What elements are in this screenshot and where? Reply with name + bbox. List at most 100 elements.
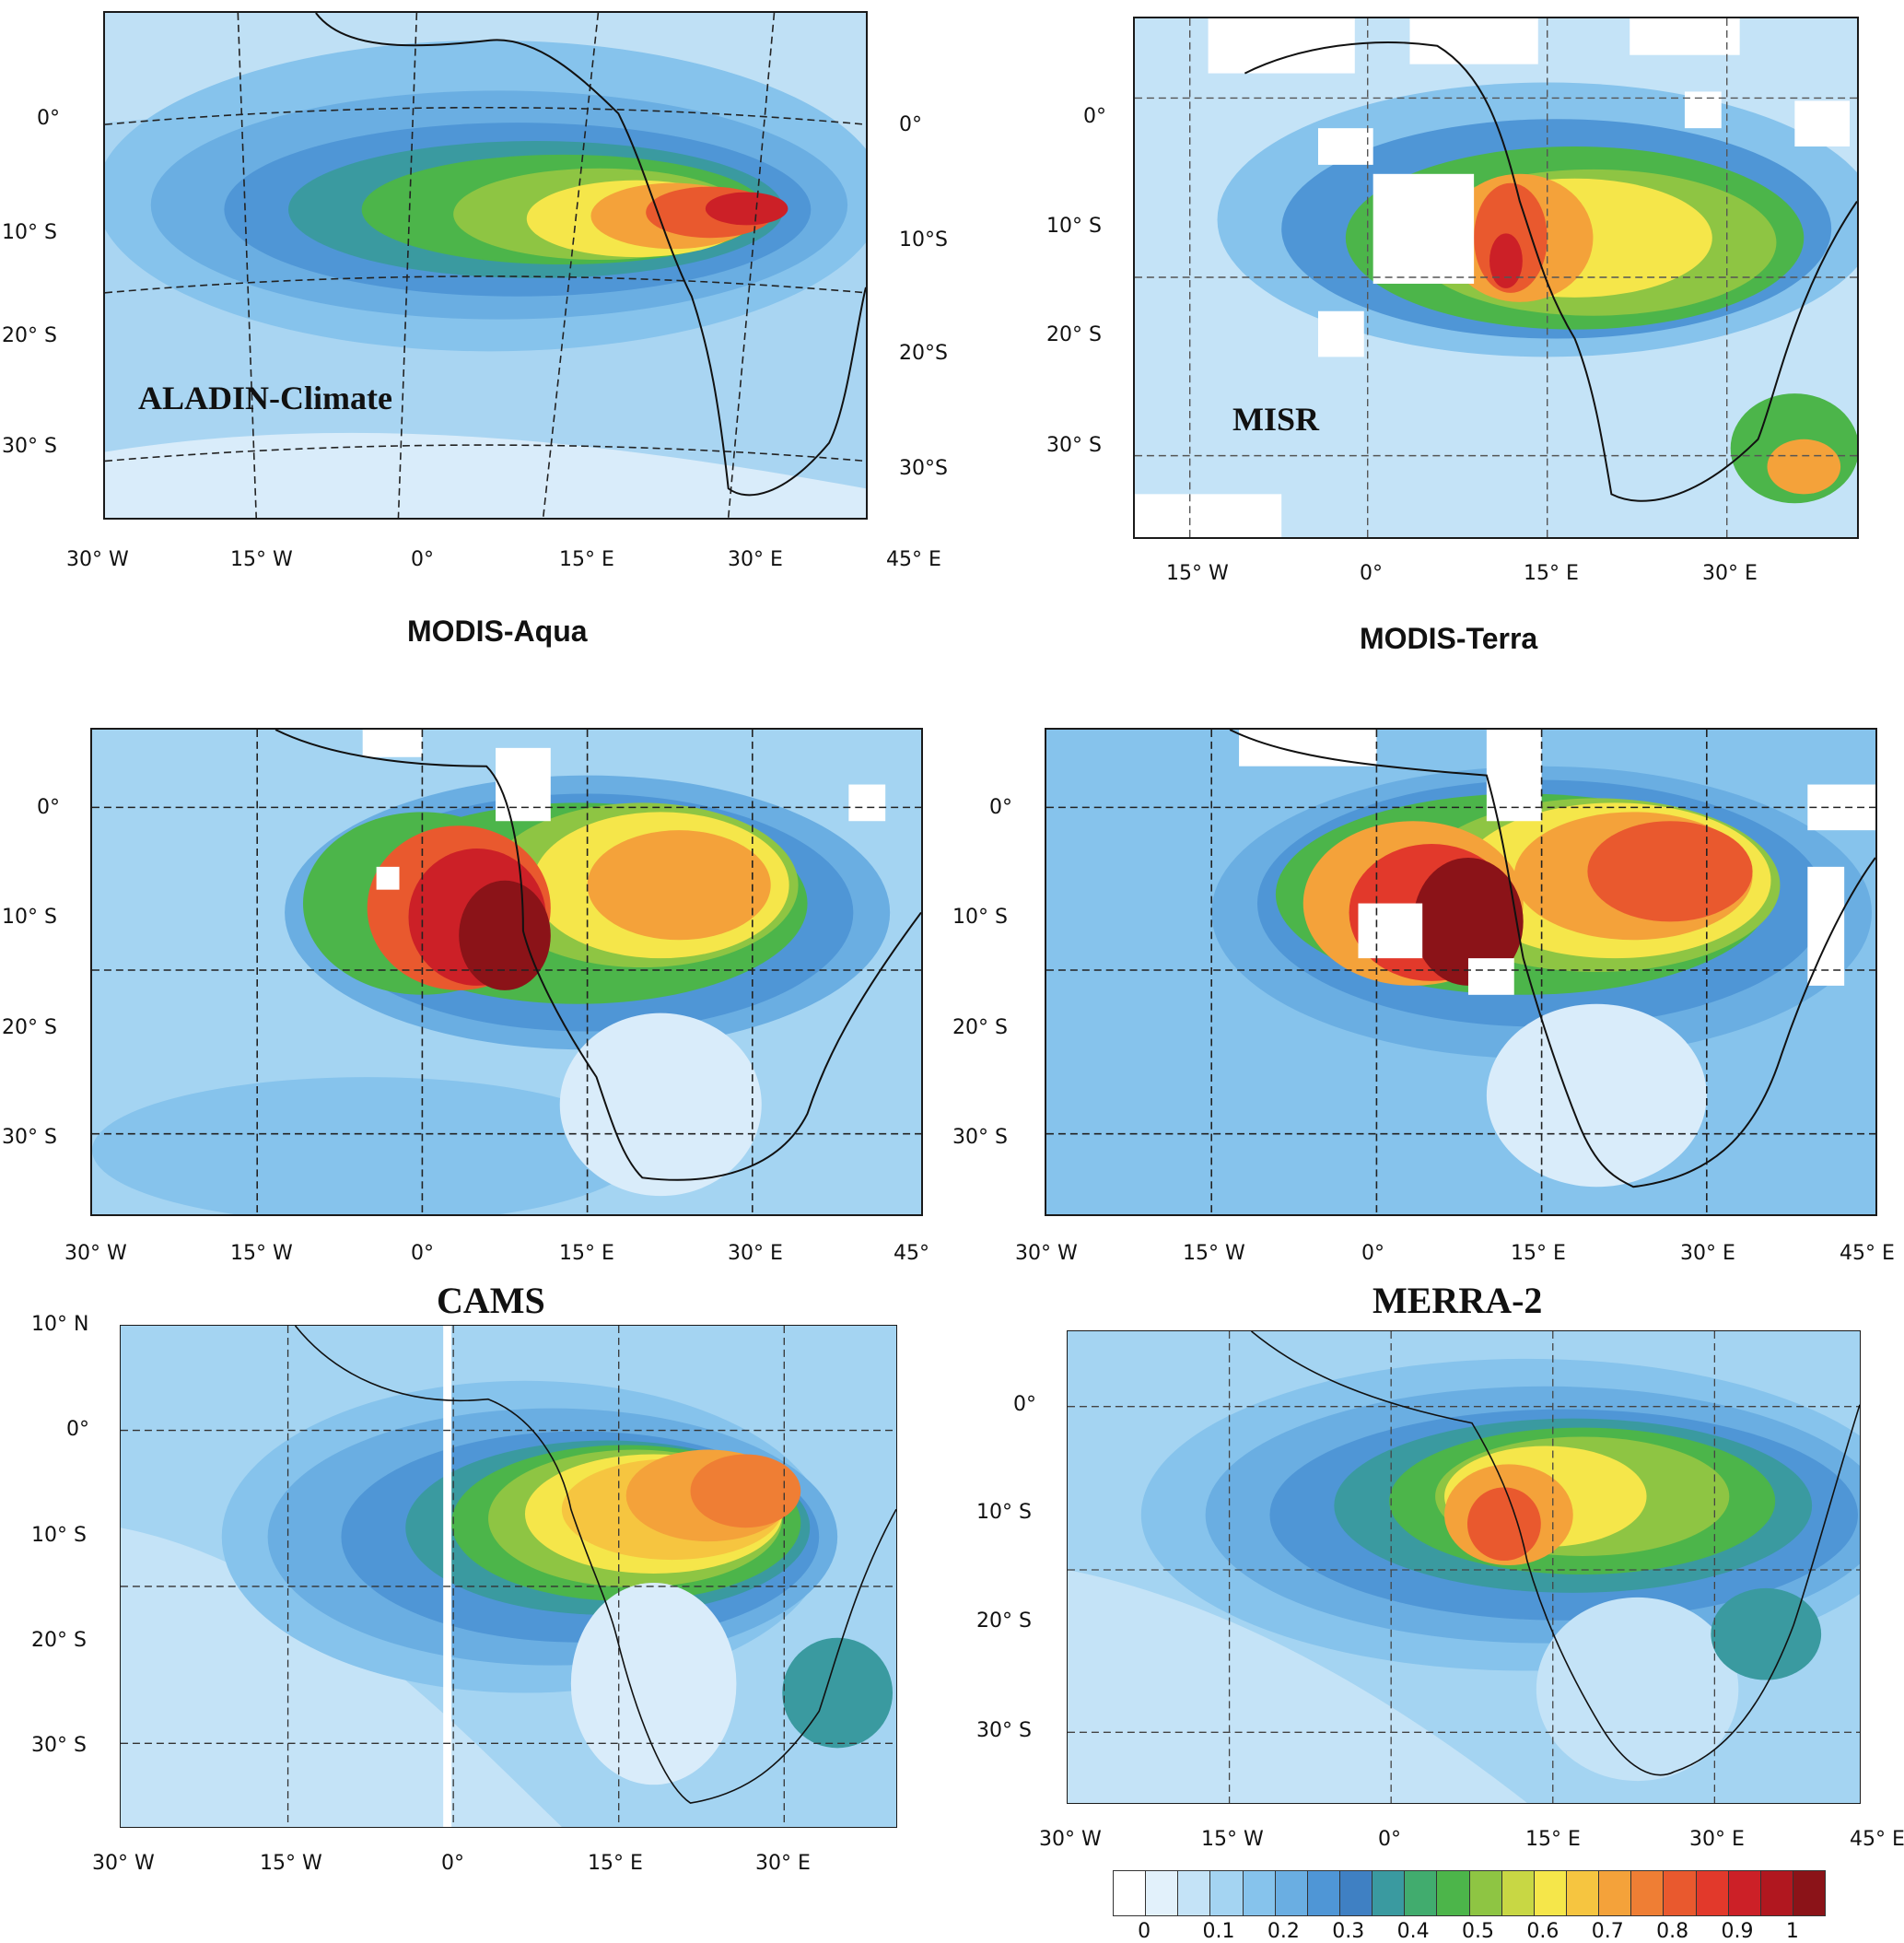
colorbar-tick-label: 0.4 xyxy=(1396,1920,1430,1943)
map-modis-aqua xyxy=(90,728,923,1216)
colorbar-cell xyxy=(1793,1871,1826,1915)
y-label-left: 20° S xyxy=(1046,323,1102,346)
x-label: 30° E xyxy=(1689,1828,1745,1851)
aod-field-cams xyxy=(121,1326,896,1827)
x-label: 30° W xyxy=(66,548,129,571)
graticule xyxy=(105,13,866,518)
y-label-left: 10° S xyxy=(31,1524,87,1547)
colorbar-cell xyxy=(1373,1871,1406,1915)
coastline xyxy=(1229,730,1875,1188)
graticule xyxy=(1068,1331,1860,1803)
missing-data xyxy=(443,1326,452,1827)
y-label-left: 30° S xyxy=(2,1126,57,1149)
x-label: 30° W xyxy=(1015,1242,1078,1265)
aod-field-misr xyxy=(1135,18,1857,537)
x-label: 30° E xyxy=(1702,562,1758,585)
x-label: 30° W xyxy=(1039,1828,1102,1851)
colorbar-tick-label: 0.1 xyxy=(1202,1920,1235,1943)
x-label: 15° W xyxy=(1183,1242,1245,1265)
colorbar-tick-label: 0.8 xyxy=(1656,1920,1689,1943)
colorbar-cell xyxy=(1566,1871,1600,1915)
y-label-left: 30° S xyxy=(31,1734,87,1757)
label-misr: MISR xyxy=(1232,401,1320,438)
x-label: 30° E xyxy=(728,548,783,571)
y-label-left: 0° xyxy=(37,796,60,819)
colorbar-tick-label: 0.9 xyxy=(1721,1920,1754,1943)
x-label: 0° xyxy=(441,1852,464,1875)
x-label: 0° xyxy=(1361,1242,1384,1265)
colorbar-cell xyxy=(1760,1871,1793,1915)
missing-data xyxy=(362,730,886,890)
x-label: 0° xyxy=(411,548,434,571)
colorbar-tick-label: 0.3 xyxy=(1332,1920,1365,1943)
coastline xyxy=(275,730,921,1181)
map-aladin-climate xyxy=(103,11,868,520)
y-label-left: 30° S xyxy=(1046,434,1102,457)
y-label-left: 30° S xyxy=(976,1719,1032,1742)
missing-data xyxy=(1135,18,1851,537)
missing-data xyxy=(1239,730,1875,995)
colorbar-cell xyxy=(1210,1871,1244,1915)
colorbar-cell xyxy=(1501,1871,1535,1915)
label-aladin-climate: ALADIN-Climate xyxy=(138,380,392,416)
colorbar-cell xyxy=(1339,1871,1373,1915)
colorbar-cell xyxy=(1437,1871,1470,1915)
x-label: 15° E xyxy=(1511,1242,1566,1265)
y-label-left: 20° S xyxy=(976,1609,1032,1633)
panel-title: CAMS xyxy=(437,1280,545,1321)
x-label: 30° E xyxy=(1680,1242,1735,1265)
aod-field-aladin xyxy=(105,13,866,518)
x-label: 45° E xyxy=(886,548,941,571)
colorbar-cell xyxy=(1275,1871,1308,1915)
y-label-left: 20° S xyxy=(2,1016,57,1039)
colorbar-cell xyxy=(1664,1871,1697,1915)
graticule xyxy=(1046,730,1875,1214)
y-label-left: 10° S xyxy=(1046,215,1102,238)
x-label: 15° E xyxy=(559,1242,614,1265)
x-label: 30° E xyxy=(728,1242,783,1265)
x-label: 45° xyxy=(894,1242,929,1265)
panel-title: MERRA-2 xyxy=(1373,1280,1543,1321)
colorbar-cell xyxy=(1469,1871,1502,1915)
x-label: 15° E xyxy=(588,1852,643,1875)
y-label-left: 10° S xyxy=(976,1501,1032,1524)
x-label: 45° E xyxy=(1850,1828,1904,1851)
colorbar-cell xyxy=(1631,1871,1665,1915)
colorbar-tick-label: 0.2 xyxy=(1267,1920,1300,1943)
y-label-right: 20°S xyxy=(899,342,948,365)
map-modis-terra xyxy=(1045,728,1877,1216)
colorbar-tick-label: 1 xyxy=(1785,1920,1799,1943)
y-label-left: 0° xyxy=(1083,105,1106,128)
x-label: 15° E xyxy=(559,548,614,571)
graticule xyxy=(92,730,921,1214)
x-label: 15° W xyxy=(260,1852,322,1875)
y-label-left: 0° xyxy=(66,1418,89,1441)
colorbar-cell xyxy=(1243,1871,1276,1915)
panel-title: MODIS-Aqua xyxy=(407,615,588,648)
y-label-left: 30° S xyxy=(2,435,57,458)
x-label: 15° E xyxy=(1525,1828,1581,1851)
aod-field-modis-aqua xyxy=(92,730,921,1214)
colorbar-cell xyxy=(1405,1871,1438,1915)
map-cams xyxy=(120,1325,897,1828)
aod-field-merra2 xyxy=(1068,1331,1860,1803)
colorbar-cell xyxy=(1307,1871,1340,1915)
colorbar-cell xyxy=(1696,1871,1729,1915)
colorbar-tick-label: 0.7 xyxy=(1591,1920,1624,1943)
y-label-left: 0° xyxy=(989,796,1012,819)
x-label: 15° W xyxy=(1201,1828,1264,1851)
x-label: 0° xyxy=(1378,1828,1401,1851)
aod-field-modis-terra xyxy=(1046,730,1875,1214)
y-label-left: 20° S xyxy=(31,1629,87,1652)
x-label: 15° W xyxy=(230,1242,293,1265)
y-label-right: 0° xyxy=(899,113,922,136)
y-label-left: 10° S xyxy=(2,906,57,929)
map-merra2 xyxy=(1067,1330,1861,1804)
x-label: 0° xyxy=(1360,562,1383,585)
x-label: 45° E xyxy=(1840,1242,1895,1265)
y-label-left: 10° N xyxy=(31,1313,89,1336)
colorbar-cell xyxy=(1146,1871,1179,1915)
colorbar-cell xyxy=(1534,1871,1567,1915)
y-label-right: 30°S xyxy=(899,457,948,480)
panel-title: MODIS-Terra xyxy=(1360,622,1538,655)
